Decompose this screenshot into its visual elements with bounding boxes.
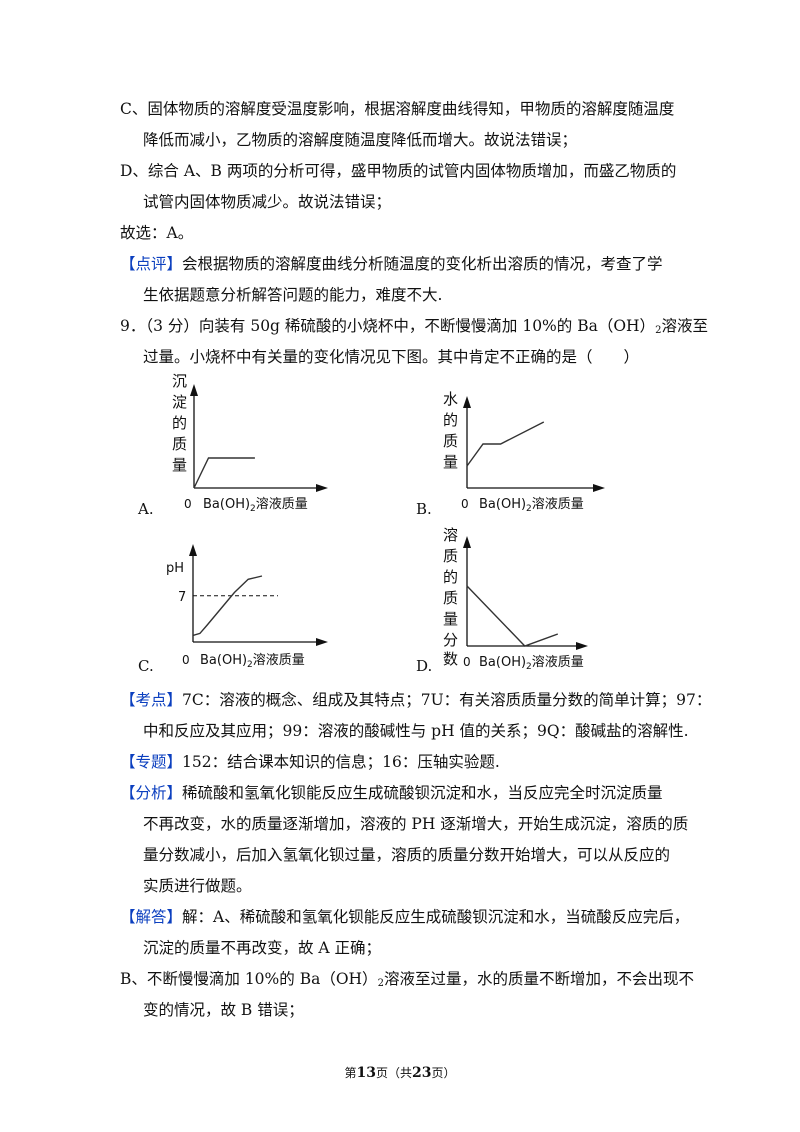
chart-b-ylabel: 水 的 质 量	[443, 390, 458, 471]
para-d-line-2: 试管内固体物质减少。故说法错误；	[143, 193, 392, 211]
chart-a-ylabel-char: 淀	[172, 393, 187, 411]
chart-d-x-arrow	[576, 642, 588, 650]
chart-a-ylabel-char: 质	[172, 435, 187, 453]
review-text-1: 会根据物质的溶解度曲线分析随温度的变化析出溶质的情况，考查了学	[182, 255, 663, 273]
question-text-pre: 9．（3 分）向装有 50g 稀硫酸的小烧杯中，不断慢慢滴加 10%的 Ba（O…	[120, 317, 656, 335]
chart-b-ylabel-char: 水	[443, 390, 458, 408]
para-d-line-1: D、综合 A、B 两项的分析可得，盛甲物质的试管内固体物质增加，而盛乙物质的	[120, 162, 677, 180]
jieda-line-2: 沉淀的质量不再改变，故 A 正确；	[143, 939, 382, 957]
chart-c: pH 7 0 Ba(OH)2溶液质量	[166, 544, 328, 670]
chart-c-ylabel: pH	[166, 561, 184, 576]
chart-a-x-arrow	[316, 484, 328, 492]
option-a-label: A.	[138, 500, 154, 518]
chart-b-ylabel-char: 质	[443, 432, 458, 450]
fenxi-text-1: 稀硫酸和氢氧化钡能反应生成硫酸钡沉淀和水，当反应完全时沉淀质量	[182, 784, 663, 802]
chart-a-y-arrow	[190, 384, 198, 396]
jieda-b-pre: B、不断慢慢滴加 10%的 Ba（OH）	[120, 970, 378, 988]
jieda-text-1: 解：A、稀硫酸和氢氧化钡能反应生成硫酸钡沉淀和水，当硫酸反应完后，	[182, 908, 690, 926]
chart-d-ylabel-char: 质	[443, 547, 458, 565]
zhuanti-text: 152：结合课本知识的信息；16：压轴实验题.	[182, 753, 500, 771]
review-line-1: 【点评】会根据物质的溶解度曲线分析随温度的变化析出溶质的情况，考查了学	[120, 254, 663, 274]
chart-c-ph7-label: 7	[178, 590, 186, 605]
fenxi-line-4: 实质进行做题。	[143, 877, 252, 895]
question-line-1: 9．（3 分）向装有 50g 稀硫酸的小烧杯中，不断慢慢滴加 10%的 Ba（O…	[120, 316, 708, 341]
para-c-line-1: C、固体物质的溶解度受温度影响，根据溶解度曲线得知，甲物质的溶解度随温度	[120, 100, 675, 118]
chart-d-ylabel-char: 质	[443, 589, 458, 607]
question-text-post: 溶液至	[661, 317, 708, 335]
chart-d-ylabel-char: 溶	[443, 526, 458, 544]
chart-a-ylabel: 沉 淀 的 质 量	[172, 372, 187, 474]
jieda-line-3: B、不断慢慢滴加 10%的 Ba（OH）2溶液至过量，水的质量不断增加，不会出现…	[120, 969, 694, 994]
chart-b-origin: 0	[461, 497, 469, 511]
chart-d-ylabel-char: 数	[443, 650, 458, 668]
kaodian-line-2: 中和反应及其应用；99：溶液的酸碱性与 pH 值的关系；9Q：酸碱盐的溶解性.	[143, 722, 689, 740]
option-c-label: C.	[138, 657, 154, 675]
chart-d-ylabel-char: 分	[443, 631, 458, 649]
review-tag: 【点评】	[120, 255, 183, 273]
review-line-2: 生依据题意分析解答问题的能力，难度不大.	[143, 286, 443, 304]
kaodian-text-1: 7C：溶液的概念、组成及其特点；7U：有关溶质质量分数的简单计算；97：	[182, 691, 712, 709]
chart-c-xlabel: Ba(OH)2溶液质量	[200, 653, 305, 670]
chart-d-ylabel-char: 量	[443, 610, 458, 628]
para-c-line-2: 降低而减小，乙物质的溶解度随温度降低而增大。故说法错误；	[143, 131, 578, 149]
page-footer: 第13页（共23页）	[344, 1065, 456, 1081]
jieda-b-post: 溶液至过量，水的质量不断增加，不会出现不	[383, 970, 694, 988]
option-b-label: B.	[416, 500, 432, 518]
jieda-line-4: 变的情况，故 B 错误；	[143, 1001, 304, 1019]
chart-d-y-arrow	[463, 536, 471, 548]
chart-a-ylabel-char: 量	[172, 456, 187, 474]
option-d-label: D.	[416, 657, 433, 675]
jieda-tag: 【解答】	[120, 908, 183, 926]
chart-a: 沉 淀 的 质 量 0 Ba(OH)2溶液质量	[172, 372, 328, 514]
fenxi-line-3: 量分数减小，后加入氢氧化钡过量，溶质的质量分数开始增大，可以从反应的	[143, 846, 671, 864]
chart-d: 溶 质 的 质 量 分 数 0 Ba(OH)2溶液质量	[443, 526, 588, 672]
chart-d-xlabel: Ba(OH)2溶液质量	[479, 655, 584, 672]
fenxi-line-1: 【分析】稀硫酸和氢氧化钡能反应生成硫酸钡沉淀和水，当反应完全时沉淀质量	[120, 783, 663, 803]
chart-a-ylabel-char: 的	[172, 414, 187, 432]
chart-c-origin: 0	[182, 653, 190, 667]
page-number: 13	[356, 1065, 376, 1081]
fenxi-tag: 【分析】	[120, 784, 183, 802]
kaodian-line-1: 【考点】7C：溶液的概念、组成及其特点；7U：有关溶质质量分数的简单计算；97：	[120, 690, 711, 710]
chart-c-y-arrow	[189, 544, 197, 556]
zhuanti-tag: 【专题】	[120, 753, 183, 771]
chart-b-ylabel-char: 量	[443, 453, 458, 471]
chart-c-x-arrow	[316, 638, 328, 646]
question-line-2: 过量。小烧杯中有关量的变化情况见下图。其中肯定不正确的是（ ）	[143, 348, 640, 366]
question-subscript: 2	[655, 325, 662, 336]
chart-d-ylabel-char: 的	[443, 568, 458, 586]
jieda-b-subscript: 2	[377, 978, 384, 989]
chart-b-xlabel: Ba(OH)2溶液质量	[479, 497, 584, 514]
chart-b-x-arrow	[593, 484, 605, 492]
chart-b-series-line	[466, 421, 545, 467]
chart-a-origin: 0	[184, 497, 192, 511]
chart-b-y-arrow	[463, 396, 471, 408]
chart-d-ylabel: 溶 质 的 质 量 分 数	[443, 526, 458, 668]
kaodian-tag: 【考点】	[120, 691, 183, 709]
chart-a-xlabel: Ba(OH)2溶液质量	[203, 497, 308, 514]
fenxi-line-2: 不再改变，水的质量逐渐增加，溶液的 PH 逐渐增大，开始生成沉淀，溶质的质	[143, 815, 689, 833]
chart-a-series-line	[193, 457, 255, 489]
chart-a-ylabel-char: 沉	[172, 372, 187, 390]
previous-answer: 故选：A。	[120, 224, 194, 242]
page-total: 23	[412, 1065, 432, 1081]
jieda-line-1: 【解答】解：A、稀硫酸和氢氧化钡能反应生成硫酸钡沉淀和水，当硫酸反应完后，	[120, 907, 689, 927]
chart-c-series-line	[192, 575, 263, 637]
chart-d-origin: 0	[463, 655, 471, 669]
zhuanti-line: 【专题】152：结合课本知识的信息；16：压轴实验题.	[120, 752, 500, 772]
chart-d-series-line	[466, 585, 559, 647]
chart-b-ylabel-char: 的	[443, 411, 458, 429]
chart-b: 水 的 质 量 0 Ba(OH)2溶液质量	[443, 390, 605, 514]
